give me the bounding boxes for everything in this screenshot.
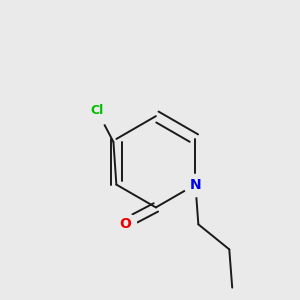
Text: Cl: Cl <box>91 104 104 118</box>
Text: N: N <box>190 178 201 192</box>
Text: O: O <box>119 217 131 231</box>
